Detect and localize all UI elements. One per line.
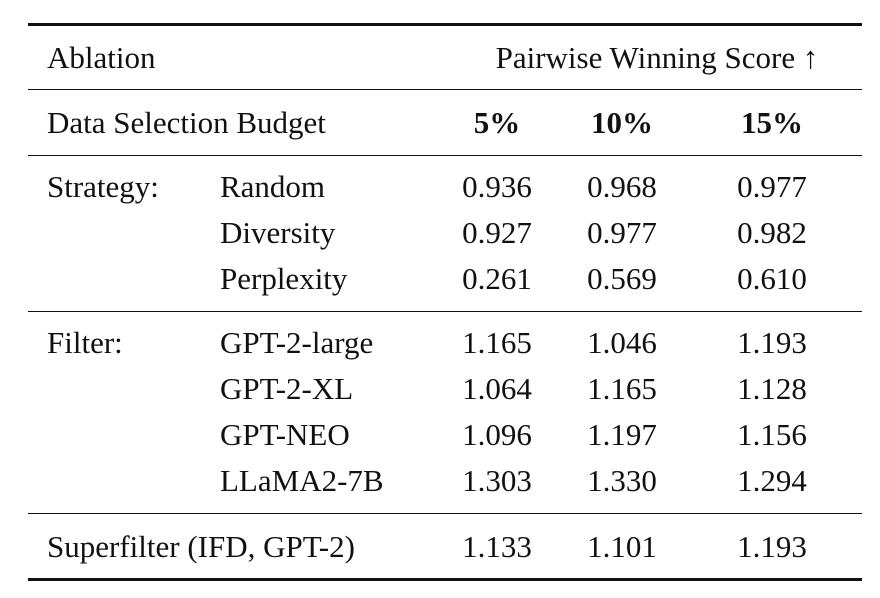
cell-value: 1.165	[462, 325, 532, 360]
row-name: GPT-2-large	[220, 325, 374, 360]
row-name: GPT-2-XL	[220, 371, 354, 406]
header-score: Pairwise Winning Score ↑	[495, 40, 819, 75]
cell-value: 1.101	[587, 529, 657, 564]
group-label: Strategy:	[47, 169, 159, 204]
row-name: GPT-NEO	[220, 417, 350, 452]
group-label: Filter:	[47, 325, 123, 360]
table-rule	[28, 155, 862, 157]
header-ablation: Ablation	[47, 40, 156, 75]
cell-value: 0.977	[587, 215, 657, 250]
cell-value: 1.128	[737, 371, 807, 406]
cell-value: 0.977	[737, 169, 807, 204]
row-name: LLaMA2-7B	[220, 463, 384, 498]
cell-value: 1.046	[587, 325, 657, 360]
cell-value: 1.064	[462, 371, 532, 406]
cell-value: 0.936	[462, 169, 532, 204]
cell-value: 1.193	[737, 529, 807, 564]
cell-value: 0.261	[462, 261, 532, 296]
cell-value: 0.968	[587, 169, 657, 204]
row-name: Random	[220, 169, 326, 204]
cell-value: 1.096	[462, 417, 532, 452]
row-name: Perplexity	[220, 261, 348, 296]
cell-value: 1.133	[462, 529, 532, 564]
budget-col: 15%	[741, 105, 803, 140]
cell-value: 1.303	[462, 463, 532, 498]
budget-col: 10%	[591, 105, 653, 140]
cell-value: 1.197	[587, 417, 657, 452]
row-name: Diversity	[220, 215, 336, 250]
cell-value: 1.193	[737, 325, 807, 360]
table-rule	[28, 513, 862, 515]
cell-value: 1.156	[737, 417, 807, 452]
cell-value: 0.927	[462, 215, 532, 250]
cell-value: 0.982	[737, 215, 807, 250]
superfilter-label: Superfilter (IFD, GPT-2)	[47, 529, 355, 564]
cell-value: 1.165	[587, 371, 657, 406]
budget-label: Data Selection Budget	[47, 105, 326, 140]
table-rule	[28, 311, 862, 313]
cell-value: 0.610	[737, 261, 807, 296]
budget-col: 5%	[473, 105, 521, 140]
cell-value: 1.330	[587, 463, 657, 498]
table-rule	[28, 89, 862, 91]
cell-value: 0.569	[587, 261, 657, 296]
cell-value: 1.294	[737, 463, 807, 498]
table-rule	[28, 23, 862, 26]
table-rule	[28, 578, 862, 581]
